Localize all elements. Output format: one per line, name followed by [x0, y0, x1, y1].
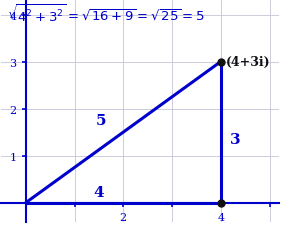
Text: (4+3i): (4+3i) — [226, 56, 270, 69]
Text: 4: 4 — [94, 185, 104, 199]
Text: 3: 3 — [230, 133, 240, 147]
Text: 5: 5 — [96, 114, 107, 128]
Text: $\sqrt{4^2 + 3^2} = \sqrt{16+9} = \sqrt{25} = 5$: $\sqrt{4^2 + 3^2} = \sqrt{16+9} = \sqrt{… — [7, 4, 205, 24]
